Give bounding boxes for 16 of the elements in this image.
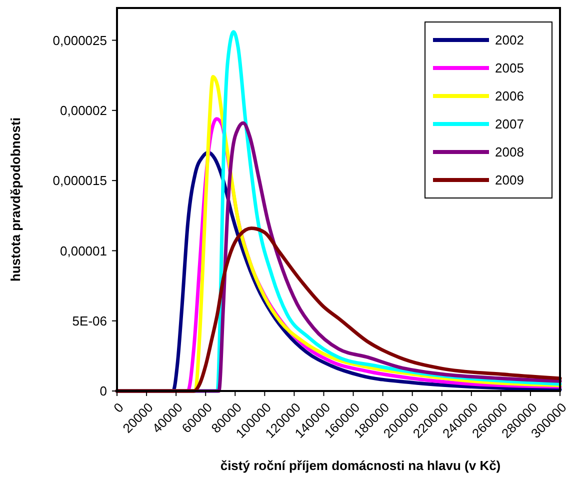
x-tick-label: 0 <box>110 400 126 416</box>
legend-label: 2007 <box>495 116 524 132</box>
legend-label: 2008 <box>495 144 524 160</box>
y-tick-label: 0 <box>100 384 107 399</box>
x-axis-title: čistý roční příjem domácnosti na hlavu (v Kč) <box>220 458 501 473</box>
legend-label: 2005 <box>495 60 524 76</box>
legend-label: 2006 <box>495 88 524 104</box>
line-series <box>115 226 562 393</box>
y-tick-label: 0,000015 <box>52 173 107 188</box>
legend-label: 2009 <box>495 172 524 188</box>
legend-label: 2002 <box>495 32 524 48</box>
y-axis-title: hustota pravděpodobnosti <box>8 118 23 282</box>
y-tick-label: 0,000025 <box>52 32 107 48</box>
y-tick-label: 5E-06 <box>72 313 107 328</box>
y-tick-label: 0,00002 <box>60 102 107 118</box>
y-tick-label: 0,00001 <box>60 243 107 258</box>
